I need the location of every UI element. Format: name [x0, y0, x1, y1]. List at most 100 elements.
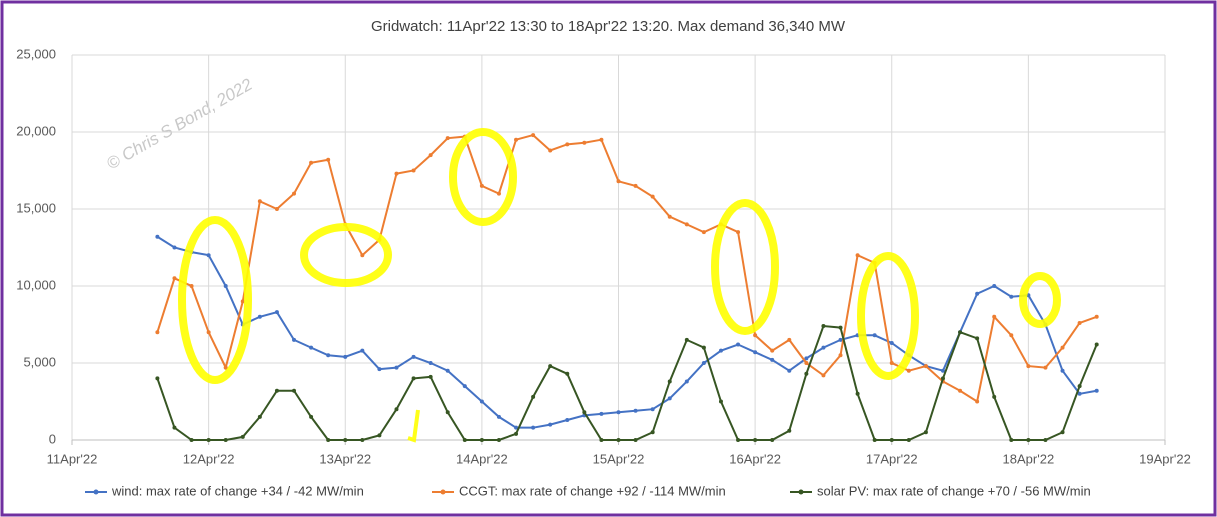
- point: [650, 407, 655, 412]
- point: [667, 214, 672, 219]
- x-tick-label: 19Apr'22: [1139, 451, 1191, 466]
- point: [1009, 438, 1014, 442]
- point: [343, 438, 348, 442]
- point: [428, 361, 433, 365]
- point: [155, 330, 160, 335]
- point: [257, 414, 262, 419]
- point: [172, 276, 177, 281]
- point: [940, 368, 945, 373]
- point: [445, 368, 450, 373]
- point: [701, 361, 706, 365]
- point: [548, 364, 553, 369]
- point: [616, 179, 621, 184]
- highlight-marks: [178, 128, 1061, 443]
- point: [992, 394, 997, 399]
- point: [582, 410, 587, 415]
- point: [958, 330, 963, 335]
- point: [479, 399, 484, 404]
- x-tick-label: 18Apr'22: [1003, 451, 1055, 466]
- point: [667, 379, 672, 384]
- point: [531, 425, 536, 430]
- point: [206, 330, 211, 335]
- point: [377, 433, 382, 438]
- point: [445, 136, 450, 141]
- point: [326, 157, 331, 162]
- point: [206, 438, 211, 442]
- point: [599, 411, 604, 416]
- point: [343, 354, 348, 359]
- point: [906, 438, 911, 442]
- legend-swatch-marker: [440, 489, 446, 495]
- point: [872, 438, 877, 442]
- point: [821, 345, 826, 350]
- point: [548, 148, 553, 153]
- series-line: [156, 133, 1098, 404]
- series-line: [156, 235, 1097, 429]
- point: [172, 425, 177, 430]
- point: [1060, 430, 1065, 435]
- point: [206, 253, 211, 258]
- point: [428, 374, 433, 379]
- legend-swatch-marker: [798, 489, 804, 495]
- x-tick-label: 13Apr'22: [319, 451, 371, 466]
- point: [787, 428, 792, 433]
- point: [940, 376, 945, 381]
- point: [531, 133, 536, 138]
- legend-swatch-marker: [93, 489, 99, 495]
- point: [975, 336, 980, 341]
- point: [189, 284, 194, 288]
- highlight: [407, 409, 420, 443]
- point: [1094, 342, 1099, 347]
- point: [223, 438, 228, 442]
- y-tick-label: 5,000: [23, 354, 56, 369]
- point: [1094, 388, 1099, 393]
- highlight: [300, 223, 392, 287]
- point: [514, 425, 519, 430]
- point: [855, 253, 860, 258]
- point: [411, 168, 416, 173]
- point: [445, 410, 450, 415]
- x-tick-label: 12Apr'22: [183, 451, 235, 466]
- point: [257, 199, 262, 204]
- point: [753, 438, 758, 442]
- point: [650, 430, 655, 435]
- point: [1077, 384, 1082, 389]
- point: [889, 340, 894, 345]
- point: [753, 333, 758, 338]
- x-tick-label: 16Apr'22: [729, 451, 781, 466]
- chart-title: Gridwatch: 11Apr'22 13:30 to 18Apr'22 13…: [371, 18, 846, 35]
- x-tick-label: 14Apr'22: [456, 451, 508, 466]
- point: [514, 137, 519, 142]
- point: [582, 140, 587, 145]
- point: [923, 430, 928, 435]
- point: [155, 376, 160, 381]
- point: [360, 348, 365, 353]
- point: [309, 160, 314, 165]
- point: [172, 245, 177, 250]
- point: [292, 388, 297, 393]
- point: [958, 388, 963, 393]
- point: [274, 207, 279, 211]
- point: [787, 368, 792, 373]
- y-tick-label: 20,000: [16, 123, 56, 138]
- point: [309, 345, 314, 350]
- point: [633, 438, 638, 442]
- point: [496, 414, 501, 419]
- point: [599, 438, 604, 442]
- point: [292, 337, 297, 342]
- point: [394, 407, 399, 412]
- point: [770, 348, 775, 353]
- point: [616, 438, 621, 442]
- point: [923, 364, 928, 369]
- point: [155, 234, 160, 239]
- point: [257, 314, 262, 319]
- point: [770, 438, 775, 442]
- point: [821, 373, 826, 378]
- legend-label: solar PV: max rate of change +70 / -56 M…: [817, 483, 1091, 498]
- point: [411, 376, 416, 381]
- point: [479, 183, 484, 188]
- point: [565, 371, 570, 376]
- point: [855, 391, 860, 396]
- plot-area: 0 5,000 10,000 15,000 20,000 25,000 11Apr'22 12…: [16, 46, 1191, 466]
